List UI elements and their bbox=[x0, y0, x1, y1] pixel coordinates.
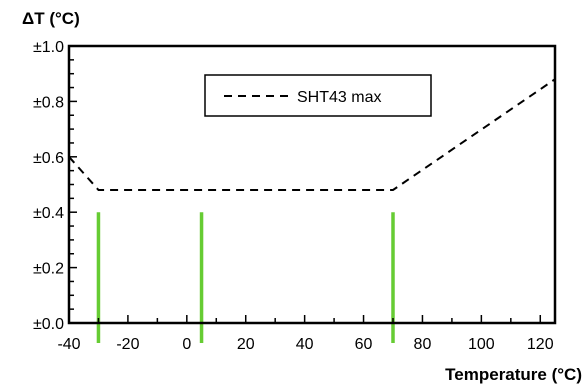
x-tick-label: 80 bbox=[414, 336, 432, 353]
x-tick-label: -40 bbox=[57, 336, 80, 353]
y-tick-labels: ±0.0 ±0.2 ±0.4 ±0.6 ±0.8 ±1.0 bbox=[33, 39, 64, 333]
y-tick-label: ±0.4 bbox=[33, 205, 64, 222]
y-axis-title: ΔT (°C) bbox=[22, 9, 80, 28]
x-tick-label: 120 bbox=[527, 336, 554, 353]
x-tick-label: 100 bbox=[468, 336, 495, 353]
y-tick-label: ±0.6 bbox=[33, 150, 64, 167]
y-tick-label: ±1.0 bbox=[33, 39, 64, 56]
series-line-sht43-max bbox=[68, 78, 556, 191]
y-tick-label: ±0.2 bbox=[33, 261, 64, 278]
tick-layer bbox=[68, 45, 542, 324]
y-tick-label: ±0.8 bbox=[33, 94, 64, 111]
legend: SHT43 max bbox=[204, 74, 432, 117]
x-axis-title: Temperature (°C) bbox=[445, 365, 582, 384]
x-tick-label: 20 bbox=[237, 336, 255, 353]
x-tick-label: 0 bbox=[182, 336, 191, 353]
x-tick-label: -20 bbox=[116, 336, 139, 353]
x-tick-label: 40 bbox=[296, 336, 314, 353]
y-tick-label: ±0.0 bbox=[33, 316, 64, 333]
x-tick-label: 60 bbox=[355, 336, 373, 353]
x-tick-labels: -40 -20 0 20 40 60 80 100 120 bbox=[57, 336, 553, 353]
legend-label-sht43-max: SHT43 max bbox=[297, 89, 381, 106]
